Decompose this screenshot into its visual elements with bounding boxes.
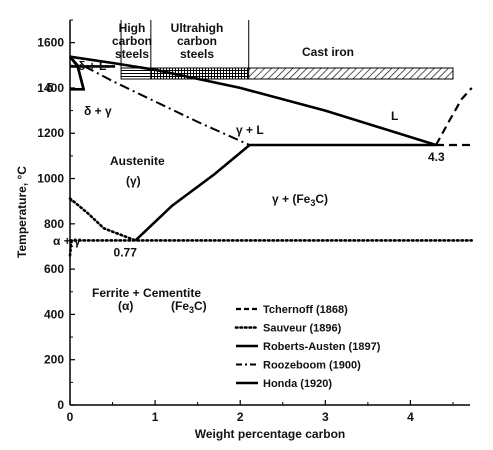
point-label: 4.3 bbox=[428, 150, 445, 164]
series-line-4 bbox=[68, 55, 79, 68]
band-label: Cast iron bbox=[302, 45, 354, 59]
band-label: High bbox=[119, 21, 146, 35]
y-tick-label: 1400 bbox=[37, 81, 64, 95]
series-line-1 bbox=[68, 197, 137, 242]
series-line-2 bbox=[69, 55, 437, 147]
region-label: (Fe3C) bbox=[171, 299, 207, 315]
region-label: α + γ bbox=[53, 234, 81, 248]
series-line-3 bbox=[84, 65, 251, 146]
y-axis-title: Temperature, °C bbox=[15, 166, 29, 258]
region-label: Austenite bbox=[110, 154, 165, 168]
series-line-4 bbox=[134, 144, 251, 242]
band-label: Ultrahigh bbox=[171, 21, 224, 35]
point-label: 0.77 bbox=[114, 245, 138, 259]
band-bar-2 bbox=[248, 67, 454, 80]
x-axis-title: Weight percentage carbon bbox=[195, 427, 345, 441]
legend-label: Tchernoff (1868) bbox=[263, 304, 348, 316]
region-label: Ferrite + Cementite bbox=[92, 286, 201, 300]
y-tick-label: 600 bbox=[44, 262, 64, 276]
series-line-0 bbox=[435, 87, 473, 146]
legend-label: Roberts-Austen (1897) bbox=[263, 341, 381, 353]
region-label: (γ) bbox=[126, 174, 141, 188]
y-tick-label: 800 bbox=[44, 217, 64, 231]
legend-label: Roozeboom (1900) bbox=[263, 360, 361, 372]
region-label: δ + γ bbox=[84, 104, 112, 118]
x-tick-label: 0 bbox=[67, 410, 74, 424]
band-bar-1 bbox=[150, 67, 250, 80]
region-label: γ + L bbox=[236, 123, 264, 137]
y-tick-label: 1200 bbox=[37, 126, 64, 140]
region-label: (α) bbox=[118, 299, 133, 313]
x-tick-label: 2 bbox=[237, 410, 244, 424]
band-label: carbon bbox=[177, 34, 217, 48]
y-tick-label: 1600 bbox=[37, 36, 64, 50]
band-label: steels bbox=[115, 47, 149, 61]
y-tick-label: 400 bbox=[44, 307, 64, 321]
x-tick-label: 1 bbox=[152, 410, 159, 424]
y-tick-label: 1000 bbox=[37, 172, 64, 186]
y-tick-label: 0 bbox=[57, 398, 64, 412]
band-label: carbon bbox=[112, 34, 152, 48]
region-label: δ bbox=[46, 81, 53, 95]
series-line-4 bbox=[76, 66, 85, 90]
x-tick-label: 3 bbox=[322, 410, 329, 424]
legend-label: Sauveur (1896) bbox=[263, 323, 342, 335]
band-label: steels bbox=[180, 47, 214, 61]
region-label: δ + L bbox=[78, 59, 106, 73]
x-tick-label: 4 bbox=[407, 410, 414, 424]
region-label: γ + (Fe3C) bbox=[272, 192, 328, 208]
y-tick-label: 200 bbox=[44, 353, 64, 367]
region-label: L bbox=[391, 109, 398, 123]
series-line-1 bbox=[68, 239, 73, 257]
legend-label: Honda (1920) bbox=[263, 378, 332, 390]
